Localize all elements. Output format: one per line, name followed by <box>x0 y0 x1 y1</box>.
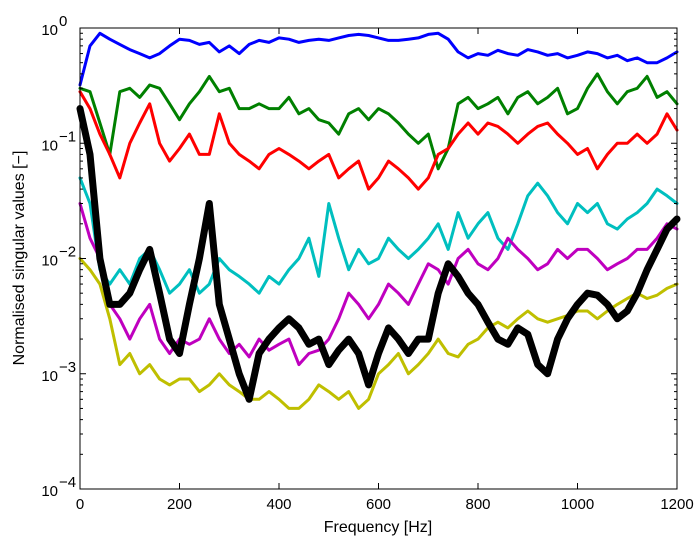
y-tick-exponent: −4 <box>59 474 76 491</box>
y-tick-label: 10 <box>41 137 58 154</box>
y-tick-exponent: −2 <box>59 244 76 261</box>
series-line-3 <box>78 90 679 191</box>
y-tick-label: 10 <box>41 483 58 500</box>
y-tick-exponent: 0 <box>59 13 67 30</box>
series-line-2 <box>78 72 679 171</box>
series-line-4 <box>78 176 679 295</box>
x-tick-label: 800 <box>465 496 490 513</box>
series-line-7 <box>76 105 681 403</box>
x-tick-label: 200 <box>167 496 192 513</box>
x-tick-label: 0 <box>76 496 84 513</box>
series-line-1 <box>78 31 679 87</box>
y-tick-exponent: −3 <box>59 359 76 376</box>
x-tick-label: 600 <box>366 496 391 513</box>
y-tick-exponent: −1 <box>59 128 76 145</box>
y-tick-label: 10 <box>41 368 58 385</box>
y-axis-label: Normalised singular values [−] <box>11 151 28 366</box>
series-layer <box>76 31 681 410</box>
series-line-6 <box>78 257 679 410</box>
y-tick-label: 10 <box>41 253 58 270</box>
x-axis-label: Frequency [Hz] <box>324 519 432 536</box>
x-tick-label: 400 <box>266 496 291 513</box>
x-tick-label: 1200 <box>660 496 693 513</box>
x-tick-label: 1000 <box>561 496 594 513</box>
y-tick-label: 10 <box>41 22 58 39</box>
